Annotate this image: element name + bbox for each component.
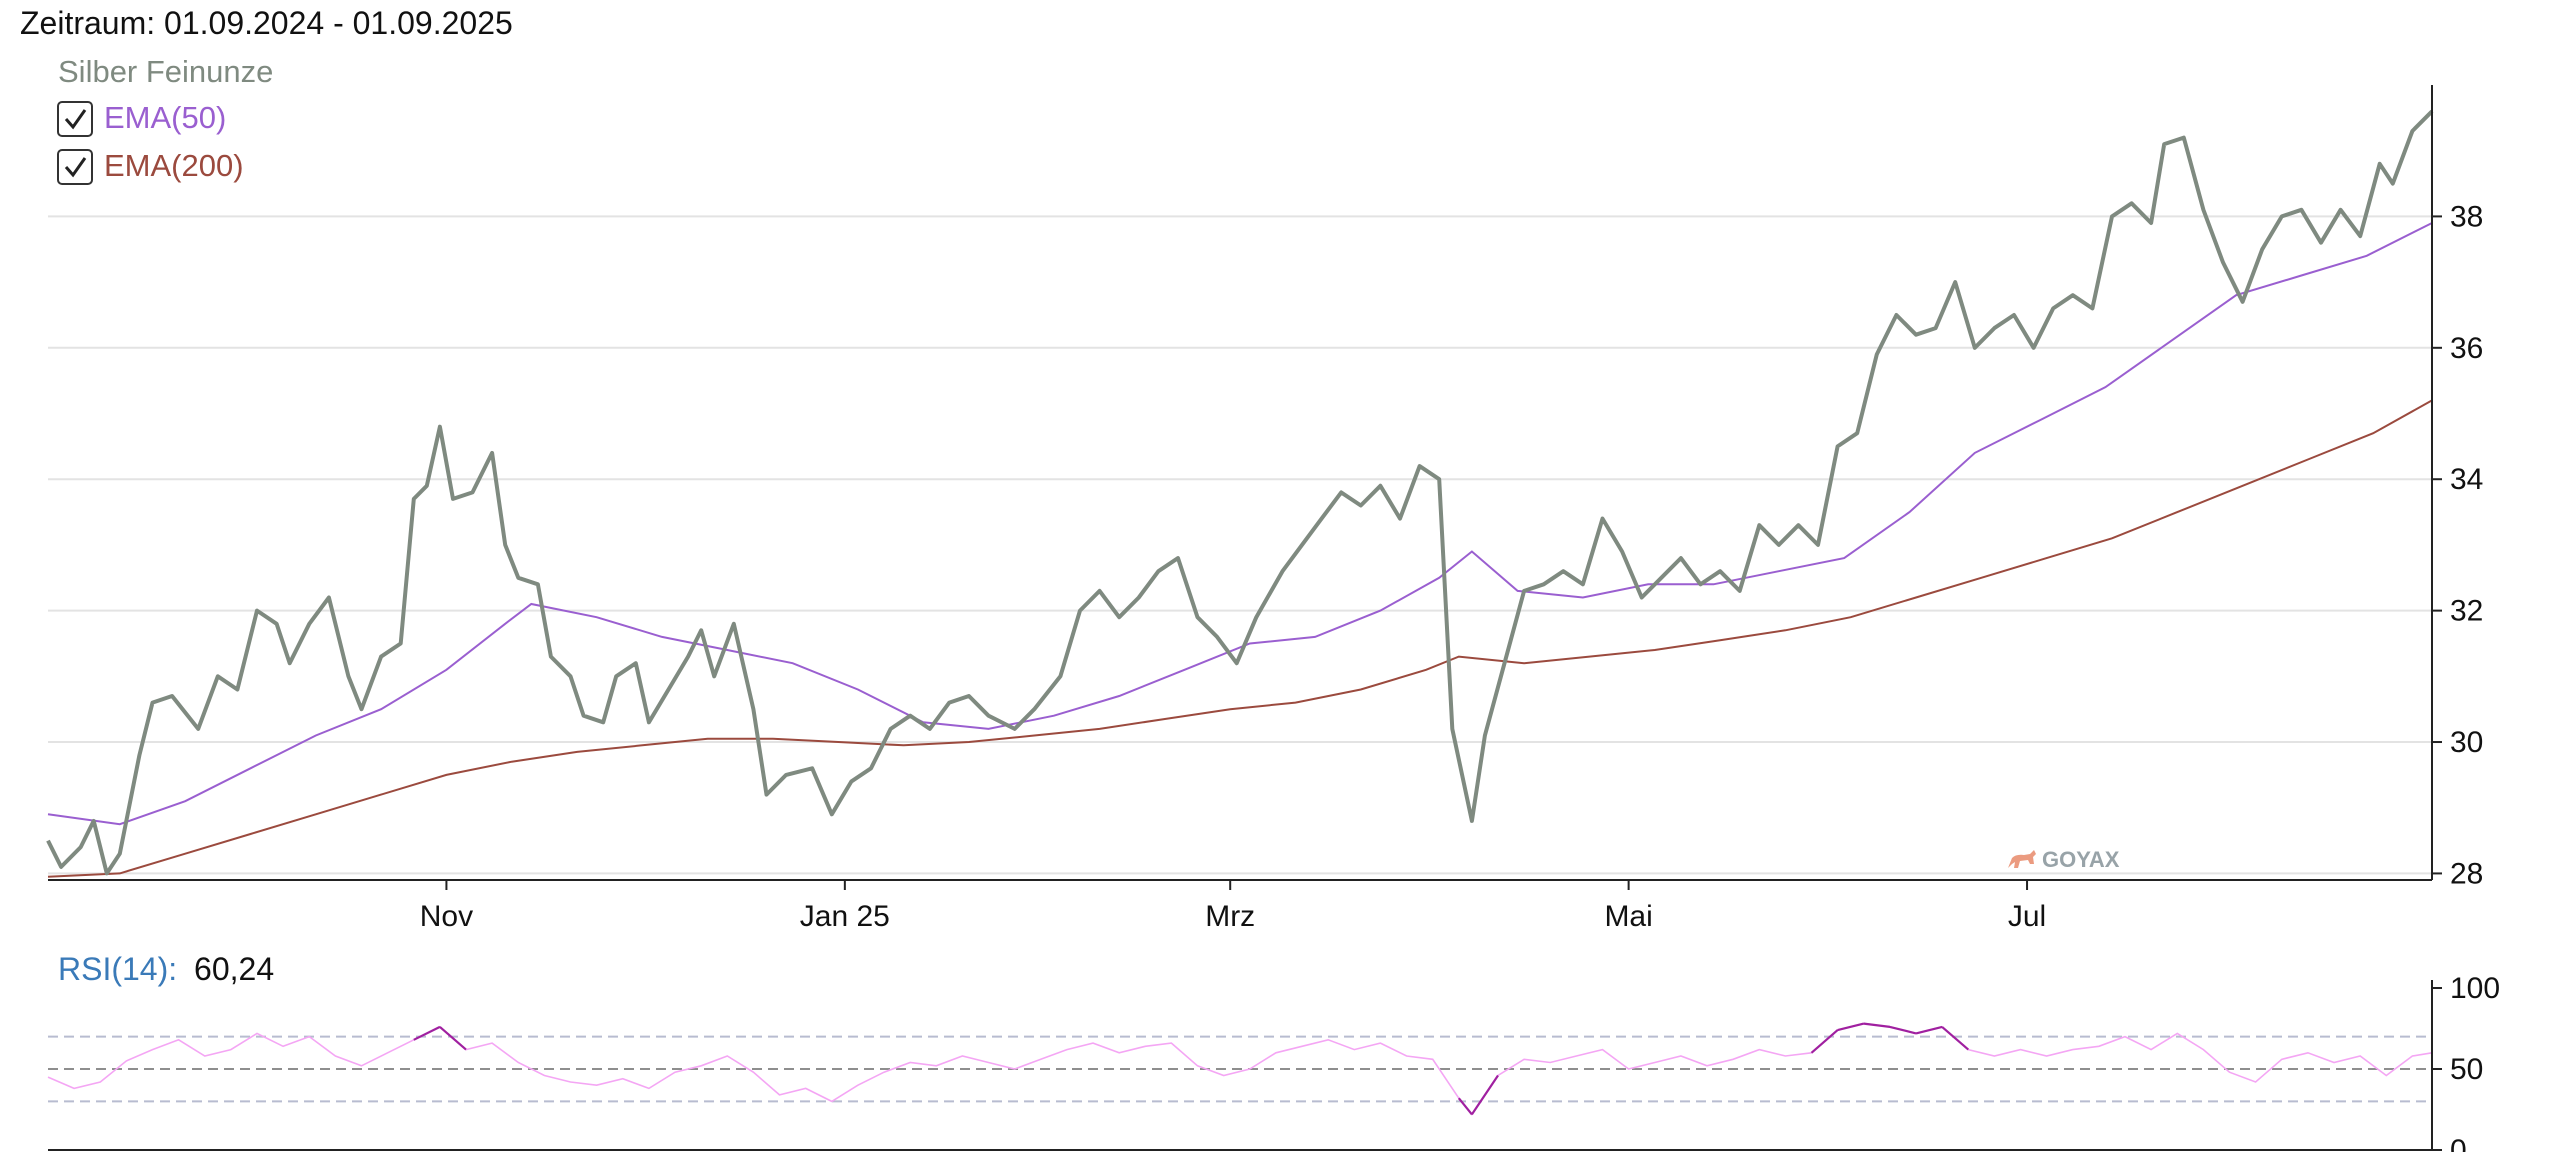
x-tick-label: Nov — [420, 900, 473, 933]
rsi-label: RSI(14): 60,24 — [58, 951, 274, 987]
bull-logo-icon — [2008, 850, 2036, 868]
ema50-line — [47, 222, 2433, 826]
rsi-reference-lines — [48, 1035, 2432, 1103]
rsi-extreme-segments — [413, 1022, 1970, 1116]
rsi-tick-labels: 0 50 100 — [2450, 972, 2500, 1152]
y-tick-label: 28 — [2450, 857, 2483, 890]
y-tick-label: 30 — [2450, 726, 2483, 759]
checkmark-icon — [64, 157, 87, 178]
ema200-line — [47, 399, 2433, 878]
period-label: Zeitraum: 01.09.2024 - 01.09.2025 — [20, 5, 513, 41]
legend-ema50-label: EMA(50) — [104, 100, 226, 135]
checkmark-icon — [64, 109, 87, 130]
price-axes — [48, 85, 2442, 890]
x-tick-label: Jan 25 — [800, 900, 890, 933]
rsi-y-tick-label: 50 — [2450, 1053, 2483, 1086]
ema200-checkbox[interactable] — [57, 149, 93, 185]
goyax-watermark: GOYAX — [2008, 847, 2120, 872]
legend-ema200-label: EMA(200) — [104, 148, 244, 183]
y-tick-label: 38 — [2450, 200, 2483, 233]
price-grid — [48, 215, 2432, 875]
legend-ema50[interactable]: EMA(50) — [57, 100, 226, 137]
x-tick-label: Mrz — [1205, 900, 1255, 933]
x-axis-tick-labels: Nov Jan 25 Mrz Mai Jul — [420, 900, 2046, 933]
legend-main-label: Silber Feinunze — [58, 54, 273, 89]
rsi-y-tick-label: 100 — [2450, 972, 2500, 1005]
ema50-checkbox[interactable] — [57, 101, 93, 137]
y-tick-label: 32 — [2450, 595, 2483, 628]
rsi-axes — [48, 980, 2442, 1151]
y-tick-label: 36 — [2450, 332, 2483, 365]
y-axis-tick-labels: 28 30 32 34 36 38 — [2450, 200, 2483, 890]
legend-ema200[interactable]: EMA(200) — [57, 148, 244, 185]
watermark-text: GOYAX — [2042, 847, 2120, 872]
x-tick-label: Mai — [1604, 900, 1652, 933]
rsi-name: RSI(14): — [58, 951, 177, 987]
rsi-y-tick-label: 0 — [2450, 1134, 2467, 1152]
rsi-value: 60,24 — [194, 951, 274, 987]
price-line — [46, 109, 2434, 876]
y-tick-label: 34 — [2450, 463, 2483, 496]
x-tick-label: Jul — [2008, 900, 2046, 933]
